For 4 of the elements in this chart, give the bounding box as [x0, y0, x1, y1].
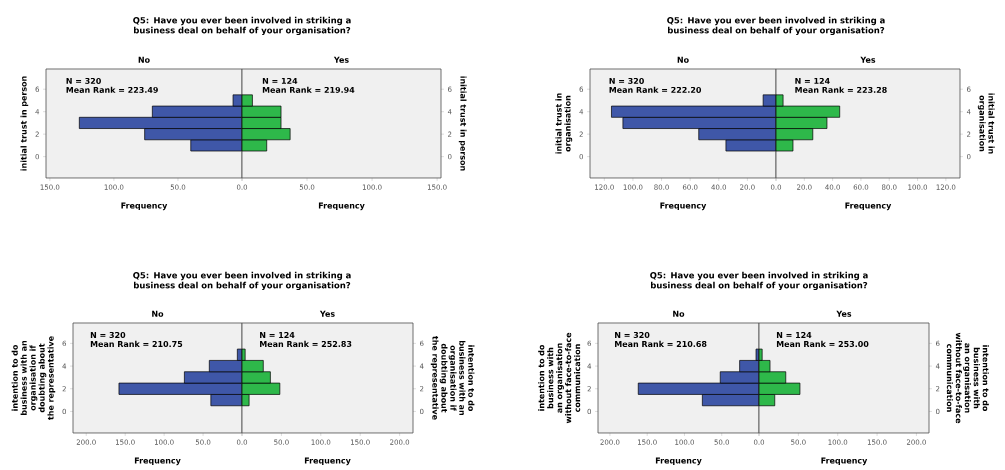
chart-title: Q5: Have you ever been involved in striking a business deal on behalf of your organisation? — [650, 271, 868, 291]
chart-title: Q5: Have you ever been involved in striking a business deal on behalf of your organisation? — [133, 271, 351, 291]
chart-title: Q5: Have you ever been involved in striking a business deal on behalf of your organisation? — [667, 16, 885, 36]
chart-title: Q5: Have you ever been involved in striking a business deal on behalf of your organisation? — [133, 16, 351, 36]
